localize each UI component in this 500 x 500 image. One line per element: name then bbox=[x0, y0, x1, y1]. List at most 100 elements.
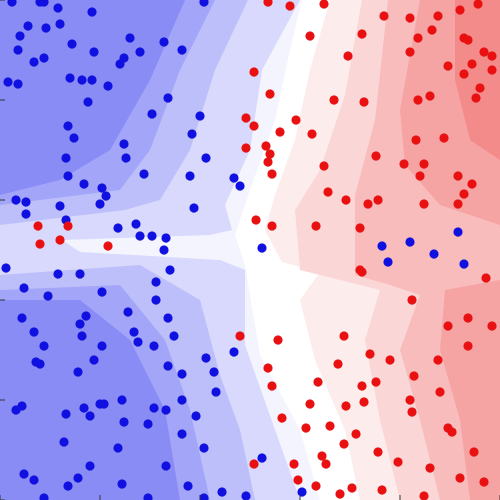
blue-point-17 bbox=[119, 53, 129, 63]
red-point-96 bbox=[377, 485, 387, 495]
red-point-80 bbox=[267, 381, 277, 391]
blue-point-26 bbox=[103, 81, 113, 91]
blue-point-11 bbox=[29, 57, 39, 67]
red-point-74 bbox=[365, 349, 375, 359]
blue-point-48 bbox=[95, 199, 105, 209]
blue-point-124 bbox=[383, 257, 393, 267]
red-point-3 bbox=[379, 11, 389, 21]
blue-point-19 bbox=[159, 37, 169, 47]
red-point-102 bbox=[447, 427, 457, 437]
red-point-31 bbox=[249, 121, 259, 131]
blue-point-32 bbox=[187, 129, 197, 139]
blue-point-73 bbox=[133, 337, 143, 347]
blue-point-59 bbox=[53, 269, 63, 279]
blue-point-3 bbox=[23, 21, 33, 31]
red-point-48 bbox=[467, 179, 477, 189]
red-point-77 bbox=[433, 355, 443, 365]
blue-point-99 bbox=[177, 395, 187, 405]
series-class-1 bbox=[33, 0, 497, 500]
blue-point-107 bbox=[199, 443, 209, 453]
red-point-38 bbox=[241, 143, 251, 153]
red-point-67 bbox=[481, 273, 491, 283]
blue-point-45 bbox=[97, 183, 107, 193]
red-point-51 bbox=[341, 195, 351, 205]
blue-point-36 bbox=[61, 153, 71, 163]
blue-point-23 bbox=[65, 73, 75, 83]
blue-point-95 bbox=[117, 395, 127, 405]
red-point-54 bbox=[419, 199, 429, 209]
red-point-40 bbox=[265, 149, 275, 159]
red-point-99 bbox=[455, 473, 465, 483]
blue-point-37 bbox=[63, 171, 73, 181]
red-point-93 bbox=[321, 459, 331, 469]
contour-red-level-4-bottom bbox=[440, 280, 500, 500]
blue-point-30 bbox=[63, 121, 73, 131]
red-point-103 bbox=[409, 371, 419, 381]
blue-point-112 bbox=[117, 479, 127, 489]
blue-point-51 bbox=[135, 231, 145, 241]
blue-point-38 bbox=[139, 169, 149, 179]
blue-point-106 bbox=[161, 461, 171, 471]
blue-point-9 bbox=[55, 19, 65, 29]
blue-point-89 bbox=[11, 405, 21, 415]
blue-point-29 bbox=[163, 93, 173, 103]
red-point-95 bbox=[347, 483, 357, 493]
blue-point-47 bbox=[55, 201, 65, 211]
red-point-24 bbox=[265, 89, 275, 99]
blue-point-24 bbox=[77, 75, 87, 85]
red-point-8 bbox=[305, 31, 315, 41]
red-point-94 bbox=[311, 481, 321, 491]
blue-point-33 bbox=[195, 111, 205, 121]
red-point-76 bbox=[463, 341, 473, 351]
blue-point-120 bbox=[257, 453, 267, 463]
red-point-73 bbox=[273, 335, 283, 345]
red-point-37 bbox=[419, 159, 429, 169]
red-point-69 bbox=[463, 313, 473, 323]
red-point-34 bbox=[411, 135, 421, 145]
blue-point-109 bbox=[29, 475, 39, 485]
blue-point-13 bbox=[41, 23, 51, 33]
blue-point-114 bbox=[183, 481, 193, 491]
red-point-97 bbox=[419, 491, 429, 500]
blue-point-96 bbox=[119, 417, 129, 427]
red-point-39 bbox=[261, 141, 271, 151]
red-point-20 bbox=[459, 69, 469, 79]
blue-point-67 bbox=[163, 313, 173, 323]
red-point-82 bbox=[305, 399, 315, 409]
blue-point-50 bbox=[131, 219, 141, 229]
blue-point-8 bbox=[199, 0, 209, 7]
red-point-30 bbox=[241, 113, 251, 123]
red-point-98 bbox=[479, 477, 489, 487]
blue-point-0 bbox=[7, 0, 17, 7]
blue-point-56 bbox=[189, 203, 199, 213]
blue-point-65 bbox=[151, 295, 161, 305]
red-point-14 bbox=[479, 47, 489, 57]
blue-point-82 bbox=[149, 341, 159, 351]
blue-point-64 bbox=[151, 277, 161, 287]
blue-point-127 bbox=[459, 259, 469, 269]
blue-point-113 bbox=[143, 493, 153, 500]
blue-point-129 bbox=[235, 181, 245, 191]
red-point-70 bbox=[487, 321, 497, 331]
blue-point-66 bbox=[123, 307, 133, 317]
red-point-23 bbox=[249, 67, 259, 77]
series-class-0 bbox=[1, 0, 469, 500]
blue-point-68 bbox=[75, 319, 85, 329]
blue-point-92 bbox=[85, 411, 95, 421]
blue-point-81 bbox=[89, 355, 99, 365]
blue-point-70 bbox=[17, 313, 27, 323]
red-point-110 bbox=[249, 459, 259, 469]
red-point-5 bbox=[433, 11, 443, 21]
blue-point-28 bbox=[147, 109, 157, 119]
blue-point-100 bbox=[191, 411, 201, 421]
red-point-52 bbox=[363, 199, 373, 209]
blue-point-34 bbox=[119, 139, 129, 149]
blue-point-87 bbox=[201, 353, 211, 363]
blue-point-101 bbox=[211, 387, 221, 397]
red-point-106 bbox=[333, 359, 343, 369]
blue-point-14 bbox=[67, 39, 77, 49]
blue-point-117 bbox=[63, 481, 73, 491]
red-point-53 bbox=[373, 195, 383, 205]
red-point-75 bbox=[385, 355, 395, 365]
blue-point-18 bbox=[135, 47, 145, 57]
